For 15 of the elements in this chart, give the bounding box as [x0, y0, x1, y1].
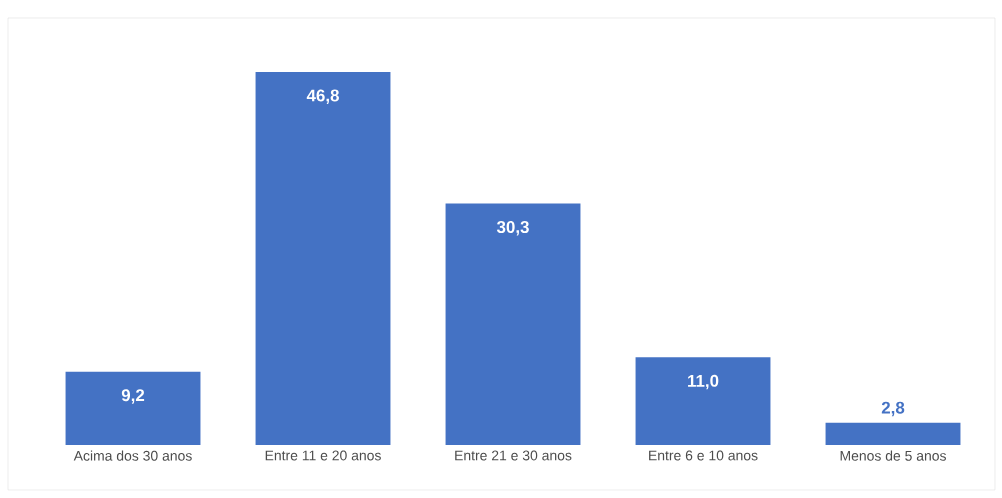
data-label: 30,3 — [496, 221, 529, 236]
data-label: 2,8 — [881, 401, 905, 417]
bar — [65, 371, 201, 445]
x-tick-label: Entre 6 e 10 anos — [649, 450, 758, 461]
x-tick-label: Entre 11 e 20 anos — [265, 450, 381, 461]
bar — [825, 422, 961, 445]
bar — [255, 71, 391, 445]
x-tick-label: Menos de 5 anos — [840, 450, 946, 461]
x-tick-label: Acima dos 30 anos — [73, 450, 192, 461]
data-label: 46,8 — [306, 89, 339, 104]
data-label: 11,0 — [688, 374, 719, 390]
bar — [635, 357, 771, 445]
data-label: 9,2 — [121, 389, 145, 404]
bar — [445, 203, 581, 445]
x-tick-label: Entre 21 e 30 anos — [455, 450, 572, 461]
